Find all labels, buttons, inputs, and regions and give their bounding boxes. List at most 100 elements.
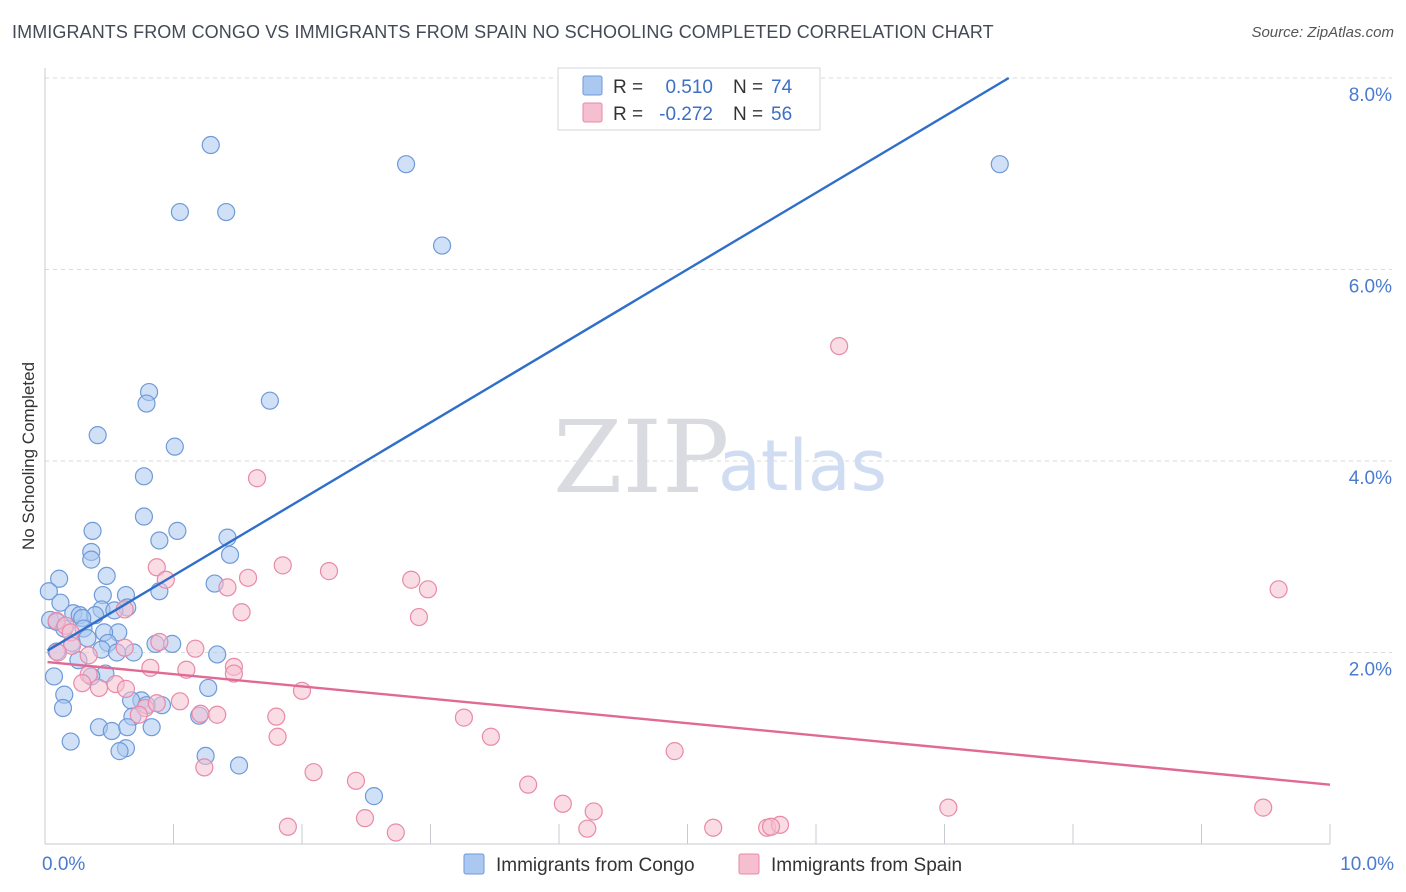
point-congo-67	[110, 742, 129, 761]
point-congo-2	[990, 155, 1009, 174]
point-spain-5	[319, 562, 339, 581]
point-spain-10	[1269, 580, 1288, 599]
trend-line-spain	[47, 660, 1331, 786]
point-congo-7	[137, 394, 156, 413]
y-tick-label-2: 6.0%	[1349, 277, 1392, 298]
point-congo-52	[199, 678, 218, 698]
point-spain-1	[247, 469, 267, 488]
bottom-legend: Immigrants from Congo Immigrants from Sp…	[463, 853, 962, 876]
point-congo-20	[97, 566, 116, 586]
legend-swatch-congo	[582, 75, 603, 96]
point-spain-27	[224, 664, 243, 683]
legend-spain-n-value: 56	[771, 104, 792, 125]
point-congo-47	[208, 645, 227, 664]
point-congo-62	[102, 721, 121, 741]
point-congo-16	[150, 531, 169, 550]
y-tick-label-1: 4.0%	[1349, 468, 1392, 489]
legend-spain-r-label: R =	[613, 104, 643, 125]
trend-layer	[46, 76, 1331, 786]
point-spain-53	[278, 817, 297, 836]
point-congo-58	[53, 698, 73, 718]
point-congo-11	[134, 467, 154, 486]
bottom-legend-label-congo: Immigrants from Congo	[496, 855, 695, 876]
legend-congo-r-label: R =	[613, 77, 643, 98]
point-congo-12	[134, 507, 154, 526]
axis-layer: 2.0% 4.0% 6.0% 8.0% 0.0% 10.0%	[42, 68, 1394, 875]
point-spain-39	[454, 708, 474, 727]
point-congo-13	[168, 521, 187, 540]
point-spain-8	[402, 570, 421, 589]
point-congo-3	[170, 202, 190, 222]
point-spain-29	[73, 674, 92, 693]
point-spain-17	[150, 632, 169, 652]
point-spain-31	[116, 679, 136, 698]
point-spain-47	[519, 775, 538, 794]
watermark-atlas: atlas	[718, 425, 887, 507]
point-spain-23	[141, 658, 160, 677]
watermark-zip: ZIP	[553, 399, 729, 516]
point-congo-1	[396, 155, 416, 174]
point-spain-6	[238, 568, 258, 587]
point-spain-21	[115, 638, 134, 657]
point-spain-45	[304, 763, 323, 782]
point-spain-12	[232, 603, 251, 622]
point-spain-2	[218, 578, 237, 597]
point-congo-14	[83, 521, 102, 540]
point-congo-21	[50, 569, 69, 588]
point-congo-69	[229, 756, 249, 775]
point-congo-19	[220, 545, 240, 564]
point-spain-59	[386, 823, 405, 842]
point-spain-42	[268, 727, 287, 746]
point-spain-33	[170, 692, 190, 711]
point-spain-51	[584, 802, 603, 821]
point-congo-0	[201, 135, 220, 155]
point-congo-70	[364, 787, 384, 806]
point-spain-4	[273, 556, 292, 575]
point-spain-19	[186, 639, 205, 658]
legend-congo-n-value: 74	[771, 77, 793, 98]
point-spain-20	[48, 643, 67, 662]
legend-spain-n-label: N =	[733, 104, 763, 125]
legend-congo-r-value: 0.510	[665, 77, 713, 98]
point-spain-55	[704, 818, 723, 837]
point-spain-58	[761, 817, 781, 836]
stats-legend: R = 0.510 N = 74 R = -0.272 N = 56	[557, 67, 821, 131]
legend-spain-r-value: -0.272	[659, 104, 713, 125]
y-tick-label-3: 8.0%	[1349, 85, 1392, 106]
point-spain-52	[355, 809, 375, 828]
point-spain-37	[208, 705, 227, 724]
point-spain-50	[1254, 798, 1273, 817]
point-spain-40	[191, 704, 210, 723]
point-spain-46	[346, 771, 366, 790]
point-congo-73	[78, 629, 97, 648]
point-spain-44	[195, 758, 214, 777]
point-spain-54	[578, 819, 597, 838]
bottom-legend-swatch-congo	[463, 853, 485, 875]
y-axis-label: No Schooling Completed	[19, 362, 38, 550]
point-spain-49	[939, 798, 958, 817]
point-spain-43	[665, 742, 684, 761]
point-congo-10	[165, 437, 184, 456]
point-spain-22	[79, 646, 98, 665]
x-tick-label-1: 10.0%	[1340, 854, 1394, 875]
points-layer	[39, 135, 1288, 842]
bottom-legend-label-spain: Immigrants from Spain	[771, 855, 962, 876]
point-congo-9	[88, 426, 107, 445]
point-congo-4	[217, 202, 236, 222]
point-congo-5	[432, 236, 452, 255]
point-congo-18	[82, 550, 101, 569]
point-spain-35	[147, 694, 166, 713]
point-spain-13	[409, 607, 429, 627]
point-congo-64	[142, 718, 161, 737]
point-spain-48	[553, 794, 572, 813]
chart-title: IMMIGRANTS FROM CONGO VS IMMIGRANTS FROM…	[12, 22, 994, 42]
point-spain-30	[89, 678, 109, 698]
point-congo-63	[118, 718, 137, 737]
legend-congo-n-label: N =	[733, 77, 763, 98]
trend-line-congo	[46, 76, 1010, 652]
point-congo-50	[44, 667, 64, 686]
y-tick-label-0: 2.0%	[1349, 660, 1392, 681]
point-spain-36	[129, 705, 148, 724]
point-spain-0	[830, 337, 849, 356]
